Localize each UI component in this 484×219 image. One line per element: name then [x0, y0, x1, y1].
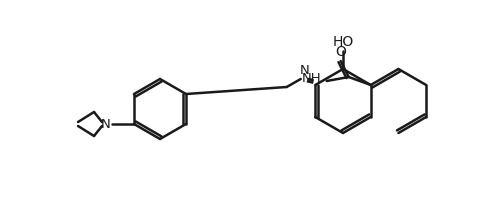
Text: NH: NH	[302, 72, 321, 85]
Text: HO: HO	[332, 35, 353, 49]
Text: O: O	[334, 45, 346, 59]
Text: N: N	[299, 65, 309, 78]
Text: N: N	[101, 118, 111, 131]
